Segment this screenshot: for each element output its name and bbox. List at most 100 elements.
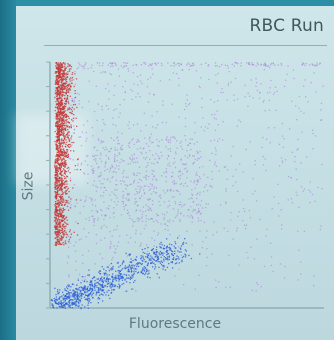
purple-cluster-point [235, 169, 237, 171]
red-cluster-point [62, 174, 64, 176]
blue-cluster-point [168, 263, 170, 265]
red-cluster-point [57, 91, 59, 93]
purple-cluster-point [151, 115, 153, 117]
purple-cluster-point [278, 202, 280, 205]
purple-cluster-point [256, 62, 259, 64]
red-cluster-point [57, 128, 59, 130]
blue-cluster-point [159, 250, 161, 253]
red-cluster-point [59, 84, 61, 86]
red-cluster-point [55, 242, 57, 244]
purple-cluster-point [145, 151, 147, 154]
purple-cluster-point [132, 138, 134, 140]
purple-cluster-point [120, 148, 123, 151]
purple-cluster-point [260, 83, 262, 85]
red-cluster-point [57, 232, 59, 235]
blue-cluster-point [143, 270, 146, 272]
red-cluster-point [61, 126, 63, 128]
blue-cluster-point [166, 251, 168, 253]
purple-cluster-point [225, 202, 227, 204]
blue-cluster-point [119, 265, 122, 267]
red-cluster-point [61, 103, 63, 105]
red-cluster-point [70, 126, 72, 128]
purple-cluster-point [114, 85, 116, 87]
purple-cluster-point [138, 140, 140, 143]
purple-cluster-point [114, 147, 116, 149]
blue-cluster-point [107, 280, 109, 282]
red-cluster-point [58, 102, 61, 104]
blue-cluster-point [109, 285, 111, 288]
red-cluster-point [61, 181, 63, 184]
red-cluster-point [60, 177, 63, 179]
blue-cluster-point [118, 278, 120, 280]
red-cluster-point [60, 166, 62, 169]
red-cluster-point [60, 133, 62, 136]
blue-cluster-point [171, 250, 173, 252]
purple-cluster-point [259, 92, 261, 94]
purple-cluster-point [228, 254, 230, 257]
purple-cluster-point [296, 194, 298, 196]
purple-cluster-point [251, 62, 253, 64]
blue-cluster-point [68, 305, 71, 307]
blue-cluster-point [146, 264, 148, 266]
purple-cluster-point [117, 131, 119, 133]
purple-cluster-point [124, 184, 126, 186]
red-cluster-point [65, 85, 68, 87]
blue-cluster-point [66, 286, 68, 288]
blue-cluster-point [80, 286, 82, 288]
blue-cluster-point [97, 302, 99, 304]
red-cluster-point [64, 222, 67, 224]
blue-cluster-point [111, 269, 113, 271]
red-cluster-point [59, 219, 61, 221]
red-cluster-point [67, 170, 69, 172]
purple-cluster-point [133, 124, 135, 126]
red-cluster-point [65, 80, 67, 82]
purple-cluster-point [99, 253, 101, 255]
purple-cluster-point [130, 183, 132, 185]
red-cluster-point [64, 136, 66, 138]
blue-cluster-point [87, 286, 89, 288]
red-cluster-point [56, 203, 58, 205]
blue-cluster-point [79, 301, 81, 303]
red-cluster-point [56, 188, 58, 190]
red-cluster-point [61, 193, 64, 195]
red-cluster-point [55, 168, 57, 171]
red-cluster-point [54, 72, 56, 74]
purple-cluster-point [93, 155, 95, 158]
blue-cluster-point [143, 258, 145, 261]
red-cluster-point [58, 147, 60, 149]
blue-cluster-point [167, 249, 169, 252]
red-cluster-point [67, 121, 69, 123]
red-cluster-point [65, 177, 67, 179]
purple-cluster-point [237, 63, 239, 65]
purple-cluster-point [101, 64, 104, 67]
red-cluster-point [60, 143, 62, 145]
purple-cluster-point [141, 187, 143, 189]
red-cluster-point [60, 77, 63, 79]
purple-cluster-point [217, 124, 219, 126]
red-cluster-point [71, 72, 74, 74]
purple-cluster-point [100, 183, 102, 185]
purple-cluster-point [155, 64, 157, 66]
red-cluster-point [57, 109, 59, 111]
red-cluster-point [61, 198, 64, 200]
purple-cluster-point [173, 183, 175, 185]
red-cluster-point [65, 143, 67, 145]
blue-cluster-point [98, 271, 100, 273]
red-cluster-point [55, 71, 57, 73]
red-cluster-point [55, 178, 57, 180]
purple-cluster-point [165, 138, 167, 140]
blue-cluster-point [65, 297, 67, 299]
red-cluster-point [57, 202, 59, 205]
purple-cluster-point [265, 235, 267, 237]
red-cluster-point [70, 233, 72, 235]
purple-cluster-point [117, 143, 119, 145]
red-cluster-point [60, 193, 63, 196]
blue-cluster-point [72, 299, 74, 301]
purple-cluster-point [108, 98, 110, 100]
red-cluster-point [57, 104, 60, 106]
purple-cluster-point [78, 239, 80, 241]
red-cluster-point [54, 219, 57, 221]
red-cluster-point [55, 244, 57, 246]
blue-cluster-point [169, 248, 172, 250]
red-cluster-point [60, 222, 62, 224]
